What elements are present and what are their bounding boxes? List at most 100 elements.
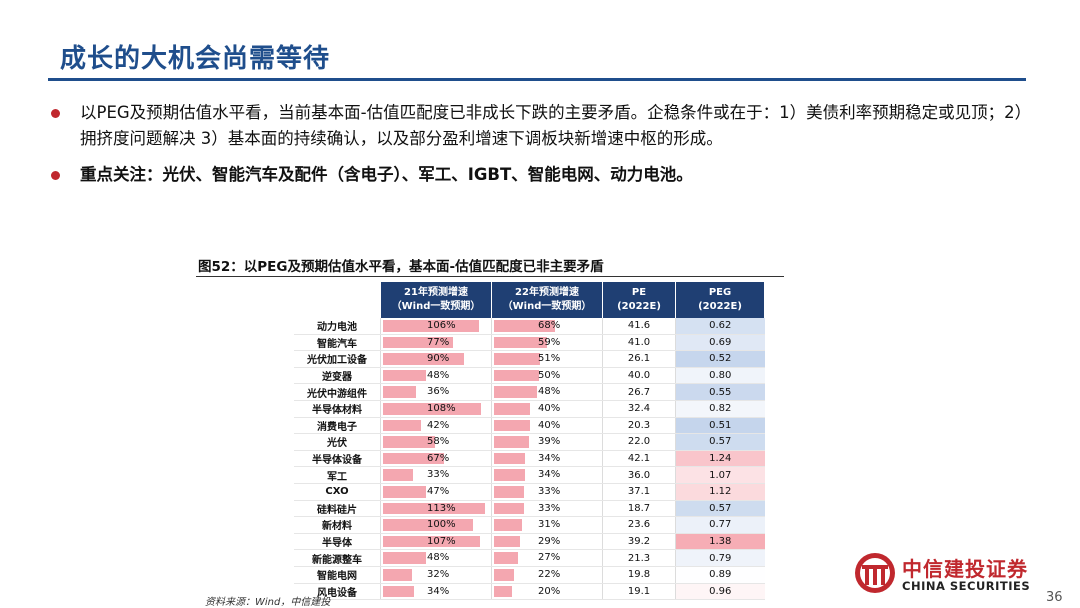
growth-bar (383, 502, 485, 515)
row-sector-name: 光伏中游组件 (294, 383, 381, 401)
page-number: 36 (1046, 590, 1063, 605)
pe-value: 19.8 (602, 566, 676, 584)
growth-bar (383, 402, 481, 415)
peg-value: 0.62 (675, 318, 765, 335)
growth-bar (494, 353, 540, 365)
row-sector-name: 新材料 (294, 516, 381, 534)
growth-value: 34% (538, 469, 561, 481)
growth-bar (383, 535, 480, 548)
growth-value: 107% (427, 535, 456, 547)
growth-value: 36% (427, 386, 450, 398)
growth-g22-cell: 27% (491, 549, 603, 567)
growth-value: 106% (427, 320, 456, 331)
figure-title: 图52：以PEG及预期估值水平看，基本面-估值匹配度已非主要矛盾 (198, 259, 604, 275)
table-row: 半导体材料 108% 40% 32.4 0.82 (294, 400, 765, 418)
header-pe-line2: (2022E) (617, 301, 661, 312)
table-row: 新能源整车 48% 27% 21.3 0.79 (294, 549, 765, 567)
table-row: 光伏中游组件 36% 48% 26.7 0.55 (294, 383, 765, 401)
row-sector-name: 半导体设备 (294, 450, 381, 468)
header-pe-line1: PE (631, 287, 647, 298)
growth-value: 32% (427, 568, 450, 580)
pe-value: 26.1 (602, 350, 676, 368)
header-growth-22-line1: 22年预测增速 (515, 287, 579, 298)
growth-bar (494, 452, 525, 465)
peg-value: 0.77 (675, 516, 765, 534)
table-row: 逆变器 48% 50% 40.0 0.80 (294, 367, 765, 385)
row-sector-name: 新能源整车 (294, 549, 381, 567)
header-growth-21-line1: 21年预测增速 (404, 287, 468, 298)
pe-value: 23.6 (602, 516, 676, 534)
growth-value: 100% (427, 519, 456, 531)
peg-value: 0.57 (675, 500, 765, 518)
growth-value: 31% (538, 519, 561, 531)
growth-g22-cell: 29% (491, 533, 603, 551)
growth-value: 34% (427, 585, 450, 597)
growth-value: 27% (538, 552, 561, 564)
growth-g21-cell: 48% (380, 549, 492, 567)
growth-g21-cell: 36% (380, 383, 492, 401)
pe-value: 18.7 (602, 500, 676, 518)
growth-value: 48% (538, 386, 561, 398)
header-peg: PEG (2022E) (675, 282, 765, 318)
growth-value: 108% (427, 402, 456, 414)
growth-value: 34% (538, 452, 561, 464)
growth-bar (383, 436, 435, 448)
pe-value: 32.4 (602, 400, 676, 418)
bullet-dot-icon (51, 109, 60, 118)
header-peg-line2: (2022E) (698, 301, 742, 312)
peg-value: 0.96 (675, 583, 765, 601)
valuation-table: 21年预测增速 （Wind一致预期） 22年预测增速 （Wind一致预期） PE… (294, 282, 765, 601)
growth-value: 58% (427, 436, 450, 448)
growth-g22-cell: 51% (491, 350, 603, 368)
bullet-item-1: 以PEG及预期估值水平看，当前基本面-估值匹配度已非成长下跌的主要矛盾。企稳条件… (46, 100, 1026, 152)
table-row: CXO 47% 33% 37.1 1.12 (294, 483, 765, 501)
bullet-text: 重点关注：光伏、智能汽车及配件（含电子）、军工、IGBT、智能电网、动力电池。 (80, 165, 693, 184)
source-note: 资料来源：Wind，中信建投 (205, 597, 331, 608)
citic-logo-icon (855, 553, 895, 593)
growth-bar (383, 419, 421, 432)
growth-g22-cell: 68% (491, 318, 603, 335)
row-sector-name: 智能汽车 (294, 334, 381, 352)
peg-value: 1.12 (675, 483, 765, 501)
growth-value: 77% (427, 336, 450, 348)
growth-bar (383, 519, 473, 531)
growth-bar (494, 336, 547, 349)
pe-value: 21.3 (602, 549, 676, 567)
growth-g21-cell: 32% (380, 566, 492, 584)
table-row: 硅料硅片 113% 33% 18.7 0.57 (294, 500, 765, 518)
pe-value: 40.0 (602, 367, 676, 385)
growth-g22-cell: 39% (491, 433, 603, 451)
growth-bar (383, 336, 453, 349)
growth-value: 51% (538, 353, 561, 365)
table-row: 智能电网 32% 22% 19.8 0.89 (294, 566, 765, 584)
growth-value: 29% (538, 535, 561, 547)
pe-value: 39.2 (602, 533, 676, 551)
growth-bar (383, 568, 412, 581)
growth-value: 59% (538, 336, 561, 348)
title-divider (48, 78, 1026, 81)
growth-value: 47% (427, 485, 450, 497)
bullet-text: 以PEG及预期估值水平看，当前基本面-估值匹配度已非成长下跌的主要矛盾。企稳条件… (80, 103, 1023, 148)
growth-bar (494, 585, 512, 598)
bullet-dot-icon (51, 171, 60, 180)
row-sector-name: 消费电子 (294, 417, 381, 435)
growth-g22-cell: 20% (491, 583, 603, 601)
table-row: 动力电池 106% 68% 41.6 0.62 (294, 318, 765, 335)
growth-g22-cell: 34% (491, 450, 603, 468)
peg-value: 1.24 (675, 450, 765, 468)
pe-value: 26.7 (602, 383, 676, 401)
header-growth-21-line2: （Wind一致预期） (391, 301, 481, 312)
peg-value: 0.82 (675, 400, 765, 418)
header-growth-22: 22年预测增速 （Wind一致预期） (491, 282, 603, 318)
row-sector-name: 硅料硅片 (294, 500, 381, 518)
growth-value: 42% (427, 419, 450, 431)
growth-value: 22% (538, 568, 561, 580)
pe-value: 36.0 (602, 466, 676, 484)
growth-bar (383, 452, 444, 465)
growth-value: 33% (538, 485, 561, 497)
growth-g22-cell: 50% (491, 367, 603, 385)
growth-g21-cell: 67% (380, 450, 492, 468)
header-peg-line1: PEG (708, 287, 732, 298)
table-row: 新材料 100% 31% 23.6 0.77 (294, 516, 765, 534)
peg-value: 0.89 (675, 566, 765, 584)
